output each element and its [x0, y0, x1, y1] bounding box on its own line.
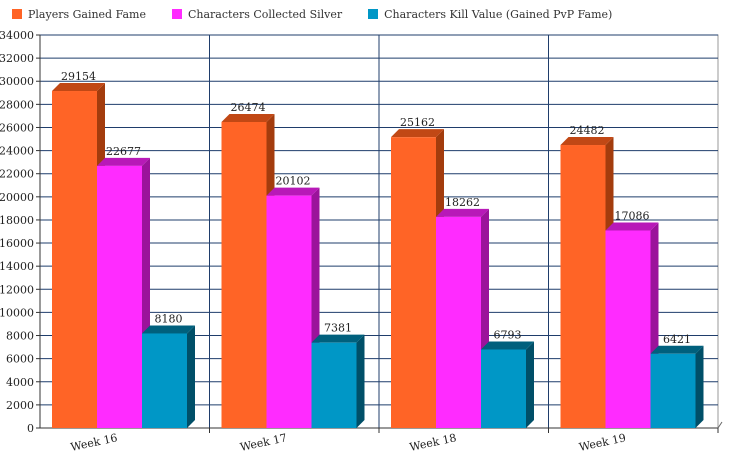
data-label: 17086 — [615, 210, 650, 223]
data-label: 6421 — [663, 333, 691, 346]
y-tick-label: 12000 — [0, 283, 34, 296]
bar-top — [311, 334, 365, 343]
y-tick-label: 30000 — [0, 75, 34, 88]
bar-top — [481, 341, 534, 350]
data-label: 6793 — [494, 328, 522, 341]
bar-top — [560, 137, 614, 146]
bar-top — [97, 157, 150, 166]
bar-side — [695, 345, 704, 428]
y-tick-label: 18000 — [0, 214, 34, 227]
bar-top — [605, 222, 659, 231]
data-label: 20102 — [276, 175, 311, 188]
data-label: 25162 — [400, 116, 435, 129]
bar-side — [526, 341, 534, 428]
bar-side — [187, 325, 195, 428]
data-label: 22677 — [106, 145, 141, 158]
bar — [391, 137, 436, 429]
legend-label: Characters Kill Value (Gained PvP Fame) — [384, 7, 613, 21]
floor-edge — [717, 421, 723, 429]
legend-swatch — [12, 9, 22, 19]
bar — [97, 165, 142, 428]
y-tick-label: 20000 — [0, 191, 34, 204]
bar-top — [221, 113, 275, 122]
y-tick-label: 10000 — [0, 306, 34, 319]
bar-top — [142, 325, 195, 334]
data-label: 8180 — [155, 312, 183, 325]
y-tick-label: 22000 — [0, 168, 34, 181]
data-label: 26474 — [231, 101, 266, 114]
bar — [221, 121, 267, 429]
x-tick-label: Week 18 — [408, 431, 457, 454]
bar-top — [391, 129, 444, 138]
y-tick-label: 14000 — [0, 260, 34, 273]
data-label: 29154 — [61, 70, 96, 83]
legend-label: Players Gained Fame — [28, 7, 146, 21]
bar — [142, 333, 187, 428]
y-tick-label: 34000 — [0, 29, 34, 42]
y-tick-label: 28000 — [0, 98, 34, 111]
legend-label: Characters Collected Silver — [187, 7, 343, 21]
y-tick-label: 16000 — [0, 237, 34, 250]
y-tick-label: 32000 — [0, 52, 34, 65]
data-label: 24482 — [570, 124, 605, 137]
bar — [605, 230, 651, 428]
y-tick-label: 6000 — [6, 353, 34, 366]
bar — [311, 342, 357, 428]
x-tick-label: Week 19 — [578, 431, 627, 454]
legend-item: Players Gained Fame — [12, 8, 146, 21]
x-tick-label: Week 16 — [69, 431, 118, 454]
legend-swatch — [368, 9, 379, 19]
bar — [52, 91, 97, 428]
legend-item: Characters Kill Value (Gained PvP Fame) — [368, 8, 612, 21]
y-tick-label: 24000 — [0, 145, 34, 158]
legend-swatch — [171, 9, 182, 19]
legend-item: Characters Collected Silver — [171, 7, 343, 21]
y-tick-label: 0 — [27, 422, 34, 435]
bar — [560, 145, 606, 428]
bar — [436, 216, 481, 428]
bar-side — [356, 334, 365, 428]
bar — [481, 349, 526, 428]
bar-top — [52, 83, 105, 92]
y-tick-label: 2000 — [6, 399, 34, 412]
x-tick-label: Week 17 — [239, 431, 288, 454]
y-tick-label: 26000 — [0, 121, 34, 134]
bar — [650, 353, 696, 428]
y-tick-label: 4000 — [6, 376, 34, 389]
bar — [266, 195, 312, 428]
legend: Players Gained Fame Characters Collected … — [12, 4, 638, 24]
bar-top — [436, 208, 489, 217]
data-label: 18262 — [445, 196, 480, 209]
bar-top — [266, 187, 320, 196]
data-label: 7381 — [324, 322, 352, 335]
y-tick-label: 8000 — [6, 330, 34, 343]
bar-top — [650, 345, 704, 354]
